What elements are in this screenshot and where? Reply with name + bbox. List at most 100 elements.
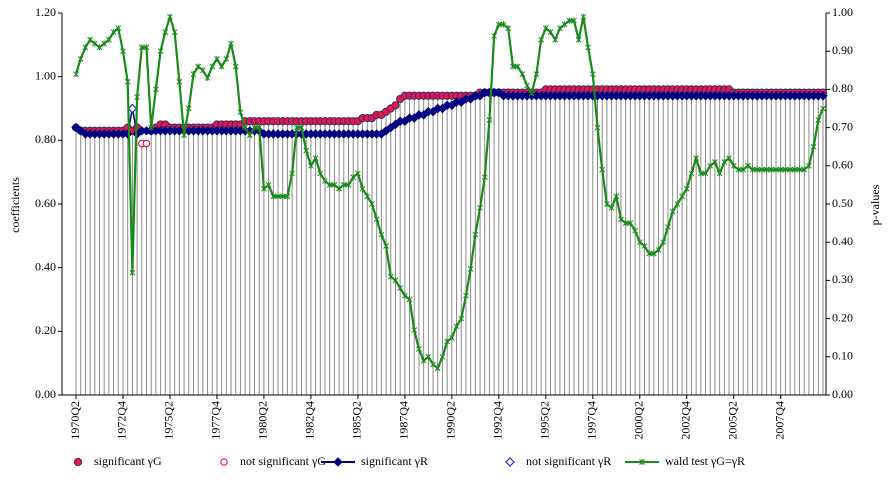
data-point	[519, 71, 526, 78]
data-point	[627, 220, 634, 227]
data-point	[171, 29, 178, 36]
data-point	[392, 277, 399, 284]
legend-item: not significant γG	[220, 454, 326, 468]
data-point	[571, 17, 577, 24]
data-point	[787, 166, 793, 173]
data-point	[806, 162, 812, 169]
data-point	[312, 155, 319, 162]
data-point	[124, 78, 131, 85]
x-tick-label: 1987Q4	[397, 401, 411, 440]
data-point	[373, 216, 380, 223]
y2-tick-label: 0.20	[832, 310, 853, 324]
data-point	[340, 181, 347, 188]
data-point	[96, 44, 103, 51]
y-tick-label: 0.20	[35, 323, 56, 337]
data-point	[796, 166, 803, 173]
data-point	[702, 170, 709, 177]
data-point	[369, 201, 375, 207]
data-point	[411, 327, 418, 334]
x-tick-label: 1997Q4	[585, 401, 599, 440]
data-point	[425, 353, 432, 360]
data-point	[397, 285, 404, 292]
data-point	[589, 71, 596, 78]
data-point	[91, 40, 98, 47]
legend-item: wald test γG=γR	[625, 454, 745, 468]
data-point	[491, 32, 497, 39]
data-point	[359, 185, 366, 192]
data-point	[218, 63, 225, 70]
data-point	[716, 170, 723, 177]
data-point	[214, 55, 220, 62]
y2-tick-label: 0.90	[832, 43, 853, 57]
data-point	[669, 208, 676, 215]
data-point	[142, 139, 151, 148]
data-point	[510, 63, 516, 70]
data-point	[712, 158, 718, 165]
data-point	[477, 204, 483, 211]
data-point	[514, 63, 521, 70]
x-tick-label: 1980Q2	[256, 401, 270, 440]
data-point	[232, 63, 239, 70]
data-point	[391, 101, 400, 110]
data-point	[383, 243, 389, 250]
data-point	[486, 116, 493, 123]
legend-label: wald test γG=γR	[665, 454, 745, 468]
y2-tick-label: 0.60	[832, 158, 853, 172]
data-point	[773, 166, 779, 173]
data-point	[127, 103, 138, 114]
legend-label: not significant γG	[240, 454, 326, 468]
data-point	[472, 231, 479, 238]
legend-item: significant γG	[73, 454, 162, 468]
data-point	[420, 357, 427, 364]
data-point	[336, 185, 342, 192]
data-point	[430, 361, 436, 368]
data-point	[448, 334, 455, 341]
data-point	[636, 239, 643, 246]
data-point	[707, 162, 714, 169]
y2-tick-label: 0.80	[832, 81, 853, 95]
data-point	[552, 36, 559, 43]
legend-label: significant γG	[94, 454, 162, 468]
data-point	[820, 105, 826, 112]
data-point	[279, 193, 286, 200]
data-point	[303, 147, 310, 154]
data-point	[721, 158, 728, 165]
data-point	[599, 166, 606, 173]
data-point	[355, 170, 361, 177]
y2-tick-label: 0.40	[832, 234, 853, 248]
data-point	[265, 181, 272, 188]
data-point	[759, 166, 765, 173]
legend-item: not significant γR	[505, 454, 611, 468]
data-point	[106, 36, 112, 43]
data-point	[561, 21, 568, 28]
data-point	[134, 94, 140, 101]
data-point	[651, 250, 657, 257]
data-point	[120, 48, 126, 55]
x-tick-label: 1982Q4	[303, 401, 317, 440]
data-point	[763, 166, 770, 173]
data-point	[481, 174, 488, 181]
y-tick-label: 0.60	[35, 196, 56, 210]
x-tick-label: 2002Q4	[679, 401, 693, 440]
x-tick-label: 1970Q2	[68, 401, 82, 440]
data-point	[82, 44, 89, 51]
data-point	[416, 346, 422, 353]
data-point	[87, 36, 93, 43]
data-point	[350, 174, 357, 181]
data-point	[326, 181, 333, 188]
data-point	[242, 124, 248, 131]
data-point	[641, 243, 648, 250]
data-point	[749, 166, 756, 173]
y-tick-label: 0.00	[35, 387, 56, 401]
data-point	[453, 323, 460, 330]
data-point	[289, 170, 295, 177]
data-point	[176, 78, 183, 85]
data-point	[256, 124, 263, 131]
data-point	[77, 55, 84, 62]
data-point	[246, 132, 253, 139]
data-point	[547, 29, 554, 36]
data-point	[251, 124, 258, 131]
data-point	[768, 166, 775, 173]
